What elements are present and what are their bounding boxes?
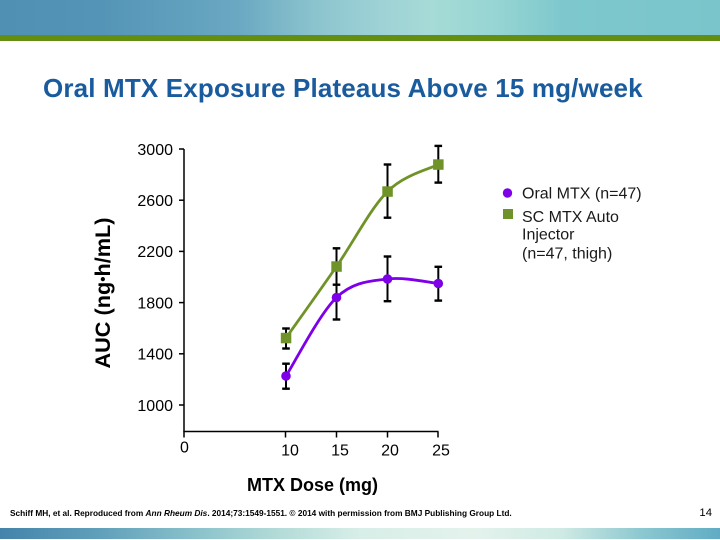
svg-text:10: 10 (281, 443, 299, 460)
svg-text:0: 0 (180, 440, 189, 457)
svg-text:1800: 1800 (137, 295, 173, 312)
svg-text:25: 25 (432, 443, 450, 460)
svg-text:AUC (ng•h/mL): AUC (ng•h/mL) (90, 217, 115, 368)
svg-text:Injector: Injector (522, 227, 575, 244)
svg-text:1000: 1000 (137, 398, 173, 415)
svg-text:15: 15 (331, 443, 349, 460)
svg-text:20: 20 (381, 443, 399, 460)
svg-text:3000: 3000 (137, 142, 173, 159)
svg-text:SC MTX Auto: SC MTX Auto (522, 209, 619, 226)
svg-text:(n=47, thigh): (n=47, thigh) (522, 246, 612, 263)
svg-text:2600: 2600 (137, 193, 173, 210)
svg-text:MTX Dose (mg): MTX Dose (mg) (247, 475, 378, 495)
svg-text:2200: 2200 (137, 244, 173, 261)
svg-text:Oral MTX (n=47): Oral MTX (n=47) (522, 186, 642, 203)
svg-text:1400: 1400 (137, 347, 173, 364)
